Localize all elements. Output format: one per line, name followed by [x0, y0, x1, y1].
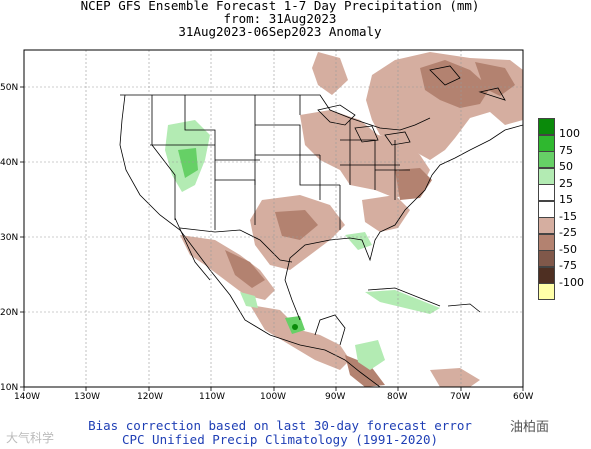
lat-label: 50N — [0, 83, 18, 93]
dry-anomaly-caribbean-south — [430, 368, 480, 387]
dry-anomaly-ontario — [312, 52, 348, 95]
map-subtitle-init-date: from: 31Aug2023 — [223, 11, 337, 26]
legend-swatch — [538, 118, 555, 135]
graticule — [24, 50, 523, 387]
legend-swatch — [538, 200, 555, 218]
coastline-hispaniola — [447, 303, 481, 313]
legend-swatch — [538, 184, 555, 201]
axis-labels: 140W 130W 120W 110W 100W 90W 80W 70W 60W… — [0, 83, 533, 402]
coastline-yucatan — [314, 314, 346, 346]
legend-swatch — [538, 151, 555, 168]
map-frame — [23, 49, 524, 388]
lon-label: 120W — [137, 392, 163, 402]
state-lines-west — [150, 95, 260, 230]
coastline-cuba — [367, 287, 441, 307]
wet-anomaly-central-america — [355, 340, 385, 370]
wet-anomaly-oaxaca-peak — [292, 324, 298, 330]
lat-label: 30N — [0, 233, 18, 243]
lat-label: 10N — [0, 383, 18, 393]
map-subtitle-period: 31Aug2023-06Sep2023 Anomaly — [178, 24, 382, 39]
border-us-mexico — [179, 227, 293, 263]
anomaly-shading — [165, 52, 523, 387]
lon-label: 130W — [74, 392, 100, 402]
dry-anomaly-central-america — [345, 355, 385, 387]
wet-anomaly-cuba — [365, 290, 440, 314]
dry-anomaly-labrador — [475, 62, 515, 96]
coastline-baja — [174, 217, 211, 281]
lon-label: 80W — [387, 392, 407, 402]
legend-label: 75 — [559, 143, 573, 157]
dry-anomaly-s-mexico — [250, 305, 350, 370]
tick-marks — [20, 86, 524, 391]
legend-label: 50 — [559, 160, 573, 173]
lon-label: 110W — [199, 392, 225, 402]
legend-label: -50 — [559, 242, 577, 256]
watermark-left: 大气科学 — [6, 431, 55, 445]
lat-label: 20N — [0, 308, 18, 318]
legend-label: 25 — [559, 176, 573, 190]
legend-swatch — [538, 250, 555, 267]
lon-label: 90W — [325, 392, 345, 402]
lon-label: 70W — [450, 392, 470, 402]
legend-label: 100 — [559, 127, 580, 140]
legend-label: -15 — [559, 209, 577, 223]
coastline-northeast — [431, 124, 523, 176]
lon-label: 100W — [260, 392, 286, 402]
boundary-lines — [119, 65, 523, 387]
legend-swatch — [538, 134, 555, 152]
legend-label: -25 — [559, 226, 577, 239]
coastline-gulf — [284, 174, 433, 321]
wet-anomaly-rockies-core — [178, 148, 198, 178]
map-title: NCEP GFS Ensemble Forecast 1-7 Day Preci… — [80, 0, 480, 13]
dry-anomaly-sierra-madre — [225, 250, 265, 288]
legend-label: -100 — [559, 275, 584, 289]
footer-climatology-note: CPC Unified Precip Climatology (1991-202… — [121, 432, 439, 447]
wet-anomaly-gulf-coast — [345, 232, 372, 250]
canada-inner — [429, 65, 506, 101]
dry-anomaly-texas-core — [275, 210, 318, 240]
wet-anomaly-baja-sea — [240, 292, 258, 308]
great-lakes-outline — [317, 104, 411, 146]
border-us-canada — [120, 94, 431, 131]
legend-swatch — [538, 266, 555, 284]
state-lines-central — [254, 95, 341, 230]
dry-anomaly-quebec-core — [420, 60, 490, 108]
lon-label: 140W — [14, 392, 40, 402]
footer-bias-note: Bias correction based on last 30-day for… — [88, 418, 472, 433]
legend-swatch — [538, 233, 555, 251]
lat-label: 40N — [0, 158, 18, 168]
legend-label: 15 — [559, 193, 573, 206]
coastline-west — [119, 94, 381, 387]
watermark-right: 油柏面 — [510, 420, 550, 435]
lon-label: 60W — [513, 392, 533, 402]
legend-swatch — [538, 217, 555, 234]
legend-swatch — [538, 283, 555, 300]
legend-label: -75 — [559, 259, 577, 272]
legend-swatch — [538, 167, 555, 185]
